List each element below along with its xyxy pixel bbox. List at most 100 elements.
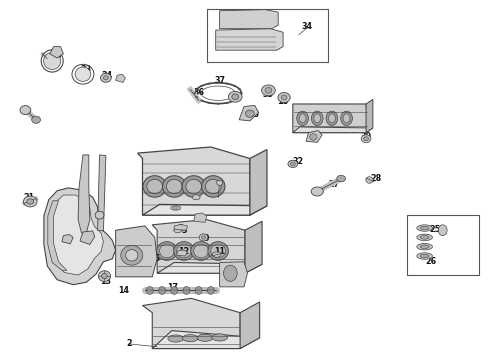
Ellipse shape [417,243,433,250]
Ellipse shape [174,242,194,260]
Ellipse shape [288,160,298,167]
Text: 31: 31 [346,112,357,121]
Polygon shape [44,188,116,285]
Ellipse shape [125,249,138,261]
Polygon shape [157,262,262,273]
Ellipse shape [311,187,323,196]
Text: 19: 19 [51,51,63,60]
Ellipse shape [208,242,228,260]
Ellipse shape [211,244,225,258]
Text: 36: 36 [193,87,204,96]
Ellipse shape [121,246,143,265]
Text: 16: 16 [148,254,160,263]
Ellipse shape [417,225,433,231]
Polygon shape [240,302,260,348]
Ellipse shape [195,287,202,294]
Ellipse shape [27,199,34,204]
Ellipse shape [101,273,107,279]
Polygon shape [194,213,207,222]
Polygon shape [138,147,250,215]
Ellipse shape [159,287,166,294]
Text: 8: 8 [174,202,179,211]
Ellipse shape [157,242,177,260]
Ellipse shape [196,96,198,98]
Text: 37: 37 [214,76,225,85]
Text: 2: 2 [126,339,132,348]
Ellipse shape [173,207,178,209]
Ellipse shape [201,176,225,197]
Ellipse shape [328,114,335,123]
Ellipse shape [223,265,237,281]
Ellipse shape [207,287,214,294]
Text: 12: 12 [178,247,190,256]
Text: 18: 18 [277,96,289,105]
Text: 33: 33 [263,90,274,99]
Ellipse shape [167,179,182,194]
Ellipse shape [233,100,236,101]
Text: 10: 10 [193,192,204,201]
Polygon shape [293,104,368,133]
Bar [207,9,328,62]
Polygon shape [143,204,267,215]
Text: 23: 23 [81,65,92,74]
Ellipse shape [192,195,200,200]
Ellipse shape [160,244,174,258]
Polygon shape [143,298,240,348]
Polygon shape [98,155,106,231]
Ellipse shape [226,102,228,104]
Ellipse shape [420,226,429,230]
Ellipse shape [297,111,308,126]
Ellipse shape [299,114,306,123]
Ellipse shape [238,96,241,98]
Ellipse shape [182,176,205,197]
Ellipse shape [311,111,323,126]
Polygon shape [152,330,260,348]
Text: 34: 34 [302,22,313,31]
Ellipse shape [228,91,242,102]
Polygon shape [220,10,278,29]
Ellipse shape [201,235,205,239]
Text: 24: 24 [102,71,113,80]
Ellipse shape [417,253,433,259]
Polygon shape [50,46,63,58]
Polygon shape [250,149,267,215]
Polygon shape [245,221,262,273]
Bar [407,215,479,275]
Text: 14: 14 [119,286,129,295]
Polygon shape [177,250,187,256]
Ellipse shape [200,100,203,101]
Polygon shape [80,231,95,244]
Ellipse shape [103,76,108,80]
Text: 21: 21 [24,193,35,202]
Ellipse shape [186,179,201,194]
Text: 7: 7 [201,212,206,221]
Ellipse shape [183,287,190,294]
Ellipse shape [245,110,254,117]
Ellipse shape [420,245,429,248]
Text: 9: 9 [203,234,209,243]
Polygon shape [116,74,125,82]
Ellipse shape [262,85,275,96]
Polygon shape [306,131,322,142]
Ellipse shape [420,235,429,239]
Ellipse shape [326,111,338,126]
Ellipse shape [314,114,320,123]
Ellipse shape [208,83,211,84]
Ellipse shape [341,111,352,126]
Text: 3: 3 [181,226,187,235]
Text: 28: 28 [370,174,381,183]
Text: 15: 15 [126,262,137,271]
Ellipse shape [226,83,228,84]
Text: 6: 6 [178,224,183,233]
Polygon shape [78,155,90,233]
Text: 26: 26 [425,257,436,266]
Ellipse shape [194,93,196,94]
Ellipse shape [197,334,213,341]
Text: 27: 27 [328,180,340,189]
Text: 11: 11 [214,247,225,256]
Ellipse shape [281,95,287,100]
Ellipse shape [177,244,191,258]
Text: 1: 1 [216,177,221,186]
Ellipse shape [200,85,203,86]
Polygon shape [174,225,187,230]
